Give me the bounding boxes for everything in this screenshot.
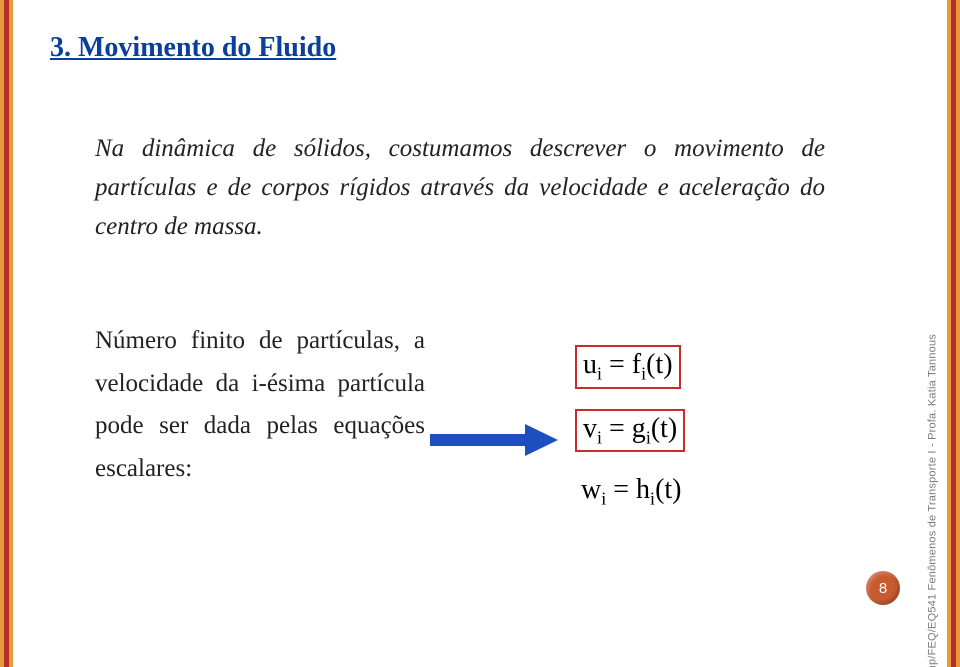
arrow-icon [430,420,560,460]
right-edge [946,0,960,667]
side-label: Unicamp/FEQ/EQ541 Fenômenos de Transport… [926,334,938,667]
page-title: 3. Movimento do Fluido [50,32,336,64]
intro-paragraph: Na dinâmica de sólidos, costumamos descr… [95,130,825,246]
left-edge [0,0,14,667]
equations: ui = fi(t) vi = gi(t) wi = hi(t) [575,335,755,522]
page-number: 8 [879,580,887,597]
equation: ui = fi(t) [575,345,681,389]
equation: wi = hi(t) [575,472,688,512]
left-block-text: Número finito de partículas, a velocidad… [95,320,425,490]
page-number-badge: 8 [866,571,900,605]
slide: 3. Movimento do Fluido Na dinâmica de só… [0,0,960,667]
equation: vi = gi(t) [575,409,685,453]
